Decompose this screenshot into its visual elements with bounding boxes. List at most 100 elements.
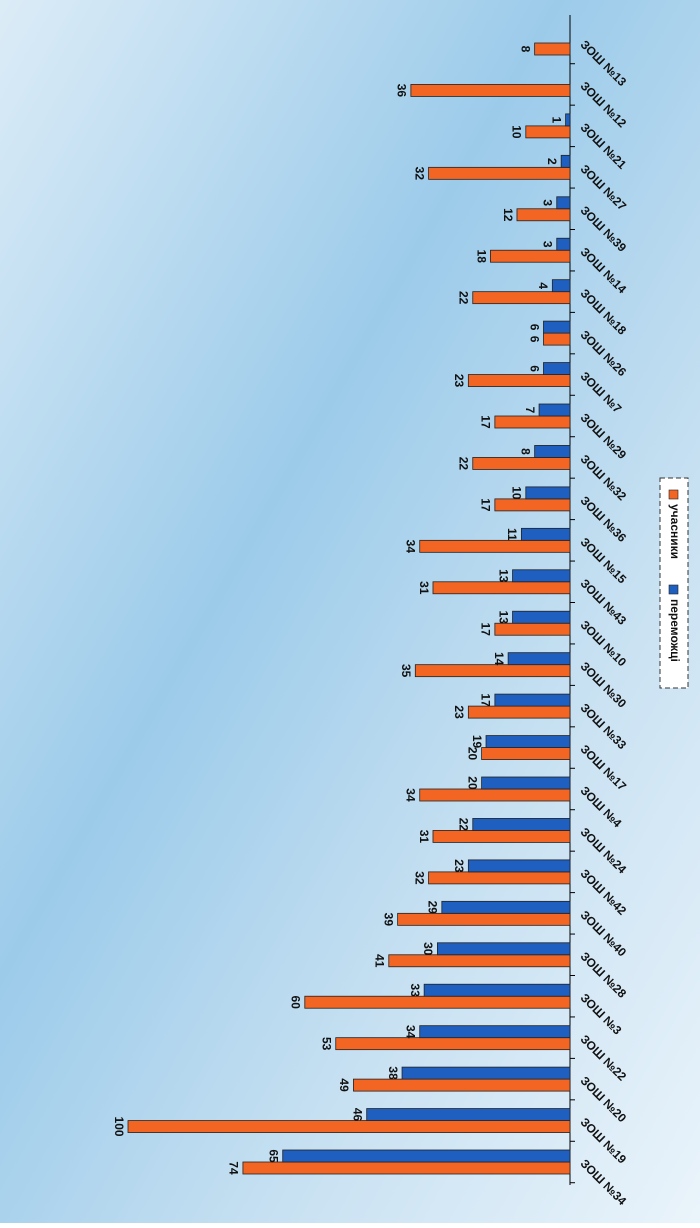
value-label: 6: [527, 336, 541, 343]
bar: [565, 113, 571, 127]
bar: [538, 403, 571, 417]
value-label: 3: [541, 199, 555, 206]
bar: [419, 539, 571, 553]
bar: [490, 249, 571, 263]
value-label: 11: [505, 528, 519, 541]
bar: [441, 900, 571, 914]
bar: [472, 291, 571, 305]
legend-swatch: [668, 584, 679, 595]
value-label: 17: [479, 693, 493, 707]
bar: [467, 859, 571, 873]
bar: [494, 693, 571, 707]
value-label: 100: [112, 1117, 126, 1137]
bar: [494, 622, 571, 636]
bar: [507, 652, 571, 666]
value-label: 46: [351, 1108, 365, 1122]
value-label: 10: [510, 486, 524, 500]
bar: [467, 705, 571, 719]
value-label: 22: [457, 818, 471, 832]
bar: [428, 871, 571, 885]
value-label: 10: [510, 125, 524, 139]
bar: [472, 818, 571, 831]
value-label: 12: [501, 208, 515, 222]
value-label: 14: [492, 652, 506, 666]
bar: [428, 166, 571, 180]
value-label: 33: [408, 984, 422, 998]
value-label: 32: [412, 167, 426, 181]
value-label: 31: [417, 830, 431, 844]
value-label: 39: [381, 913, 395, 927]
bar: [556, 237, 571, 251]
bar: [419, 1025, 571, 1039]
bar: [543, 332, 571, 346]
bar: [432, 830, 571, 843]
value-label: 6: [527, 365, 541, 372]
bar: [414, 664, 571, 678]
bar: [127, 1120, 571, 1133]
bar: [494, 415, 571, 429]
bar: [534, 42, 571, 56]
bar: [481, 747, 571, 760]
value-label: 6: [527, 324, 541, 331]
value-label: 7: [523, 407, 537, 414]
value-label: 4: [536, 282, 550, 289]
bar: [525, 125, 571, 139]
value-label: 31: [417, 581, 431, 595]
legend-swatch: [668, 489, 679, 500]
value-label: 34: [404, 1025, 418, 1039]
value-label: 20: [465, 776, 479, 790]
bar: [335, 1037, 571, 1051]
bar: [516, 208, 571, 222]
value-label: 8: [518, 46, 532, 53]
value-label: 49: [337, 1078, 351, 1092]
bar: [467, 374, 571, 387]
legend-label: учасники: [668, 504, 682, 559]
value-label: 17: [479, 498, 493, 512]
value-label: 17: [479, 415, 493, 429]
value-label: 34: [404, 788, 418, 802]
value-label: 53: [320, 1037, 334, 1051]
value-label: 38: [386, 1066, 400, 1080]
value-label: 18: [474, 250, 488, 264]
bar: [242, 1161, 571, 1175]
bar: [388, 954, 571, 968]
value-label: 41: [373, 954, 387, 968]
bar: [520, 527, 571, 541]
bar: [494, 498, 571, 512]
bar: [512, 569, 571, 583]
value-label: 32: [412, 871, 426, 885]
bar: [419, 788, 571, 802]
value-label: 29: [426, 901, 440, 915]
bar: [556, 196, 571, 210]
value-label: 74: [227, 1161, 241, 1175]
legend-box: [659, 477, 689, 689]
value-label: 13: [496, 611, 510, 625]
bar: [551, 279, 571, 293]
bar: [525, 486, 571, 500]
bar: [353, 1078, 571, 1092]
value-label: 23: [452, 374, 466, 388]
bar: [472, 457, 571, 470]
value-label: 17: [479, 623, 493, 637]
value-label: 34: [404, 540, 418, 554]
value-label: 19: [470, 735, 484, 749]
value-label: 35: [399, 664, 413, 678]
value-label: 23: [452, 859, 466, 873]
value-label: 2: [545, 158, 559, 165]
bar: [410, 84, 571, 97]
bar: [304, 995, 571, 1009]
value-label: 8: [518, 448, 532, 455]
bar: [534, 445, 571, 458]
value-label: 20: [465, 747, 479, 761]
bar: [560, 154, 571, 168]
bar: [366, 1108, 571, 1121]
value-label: 22: [457, 457, 471, 471]
value-label: 22: [457, 291, 471, 305]
bar: [436, 942, 571, 956]
value-label: 23: [452, 705, 466, 719]
value-label: 3: [541, 241, 555, 248]
value-label: 65: [267, 1149, 281, 1163]
